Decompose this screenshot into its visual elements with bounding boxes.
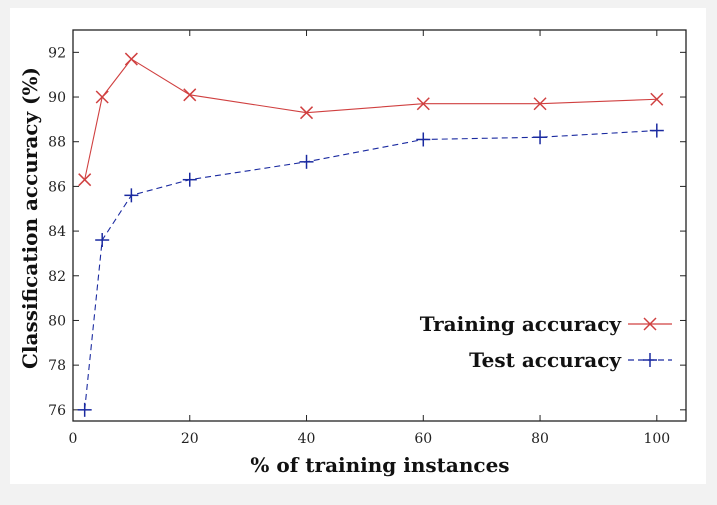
test-data-point (649, 123, 664, 138)
plot-frame (72, 29, 687, 422)
x-tick-label: 60 (414, 431, 432, 447)
training-data-point (533, 97, 547, 111)
y-tick-label: 82 (48, 269, 66, 285)
training-legend-label: Training accuracy (420, 312, 623, 336)
line-chart: 0 20 40 60 80 100 76 78 80 82 84 86 88 90 92 Training … (18, 29, 687, 477)
marker-stroke (533, 97, 547, 111)
y-axis-title: Classification accuracy (%) (18, 67, 42, 369)
training-data-point (95, 90, 109, 104)
marker-stroke (95, 90, 109, 104)
y-tick-label: 86 (48, 179, 66, 195)
training-series-line (84, 58, 657, 180)
y-tick-label: 92 (48, 45, 66, 61)
marker-stroke (78, 173, 92, 187)
x-tick-label: 100 (643, 431, 670, 447)
training-legend-marker (643, 317, 657, 331)
x-axis-title: % of training instances (250, 453, 509, 477)
test-data-point (124, 188, 139, 203)
training-data-point (183, 88, 197, 102)
test-data-point (533, 130, 548, 145)
test-data-point (416, 132, 431, 147)
test-data-point (182, 172, 197, 187)
training-data-point (78, 173, 92, 187)
marker-stroke (650, 92, 664, 106)
chart-panel: 0 20 40 60 80 100 76 78 80 82 84 86 88 90 92 Training … (10, 8, 706, 484)
marker-stroke (124, 52, 138, 66)
y-tick-label: 80 (48, 313, 66, 329)
y-tick-label: 76 (48, 403, 66, 419)
x-tick-label: 80 (531, 431, 549, 447)
training-data-point (416, 97, 430, 111)
test-legend-marker (643, 353, 657, 367)
y-tick-label: 78 (48, 358, 66, 374)
training-data-point (124, 52, 138, 66)
test-data-point (77, 402, 92, 417)
x-tick-label: 20 (181, 431, 199, 447)
training-data-point (299, 106, 314, 120)
y-tick-label: 84 (48, 224, 66, 240)
marker-stroke (299, 106, 314, 120)
test-series-line (84, 129, 657, 410)
training-data-point (650, 92, 664, 106)
marker-stroke (643, 317, 657, 331)
test-data-point (95, 233, 110, 248)
y-tick-label: 88 (48, 135, 66, 151)
test-data-point (299, 154, 314, 169)
x-tick-label: 40 (298, 431, 316, 447)
y-tick-label: 90 (48, 90, 66, 106)
x-tick-label: 0 (69, 431, 78, 447)
test-legend-label: Test accuracy (469, 348, 622, 372)
marker-stroke (183, 88, 197, 102)
marker-stroke (416, 97, 430, 111)
